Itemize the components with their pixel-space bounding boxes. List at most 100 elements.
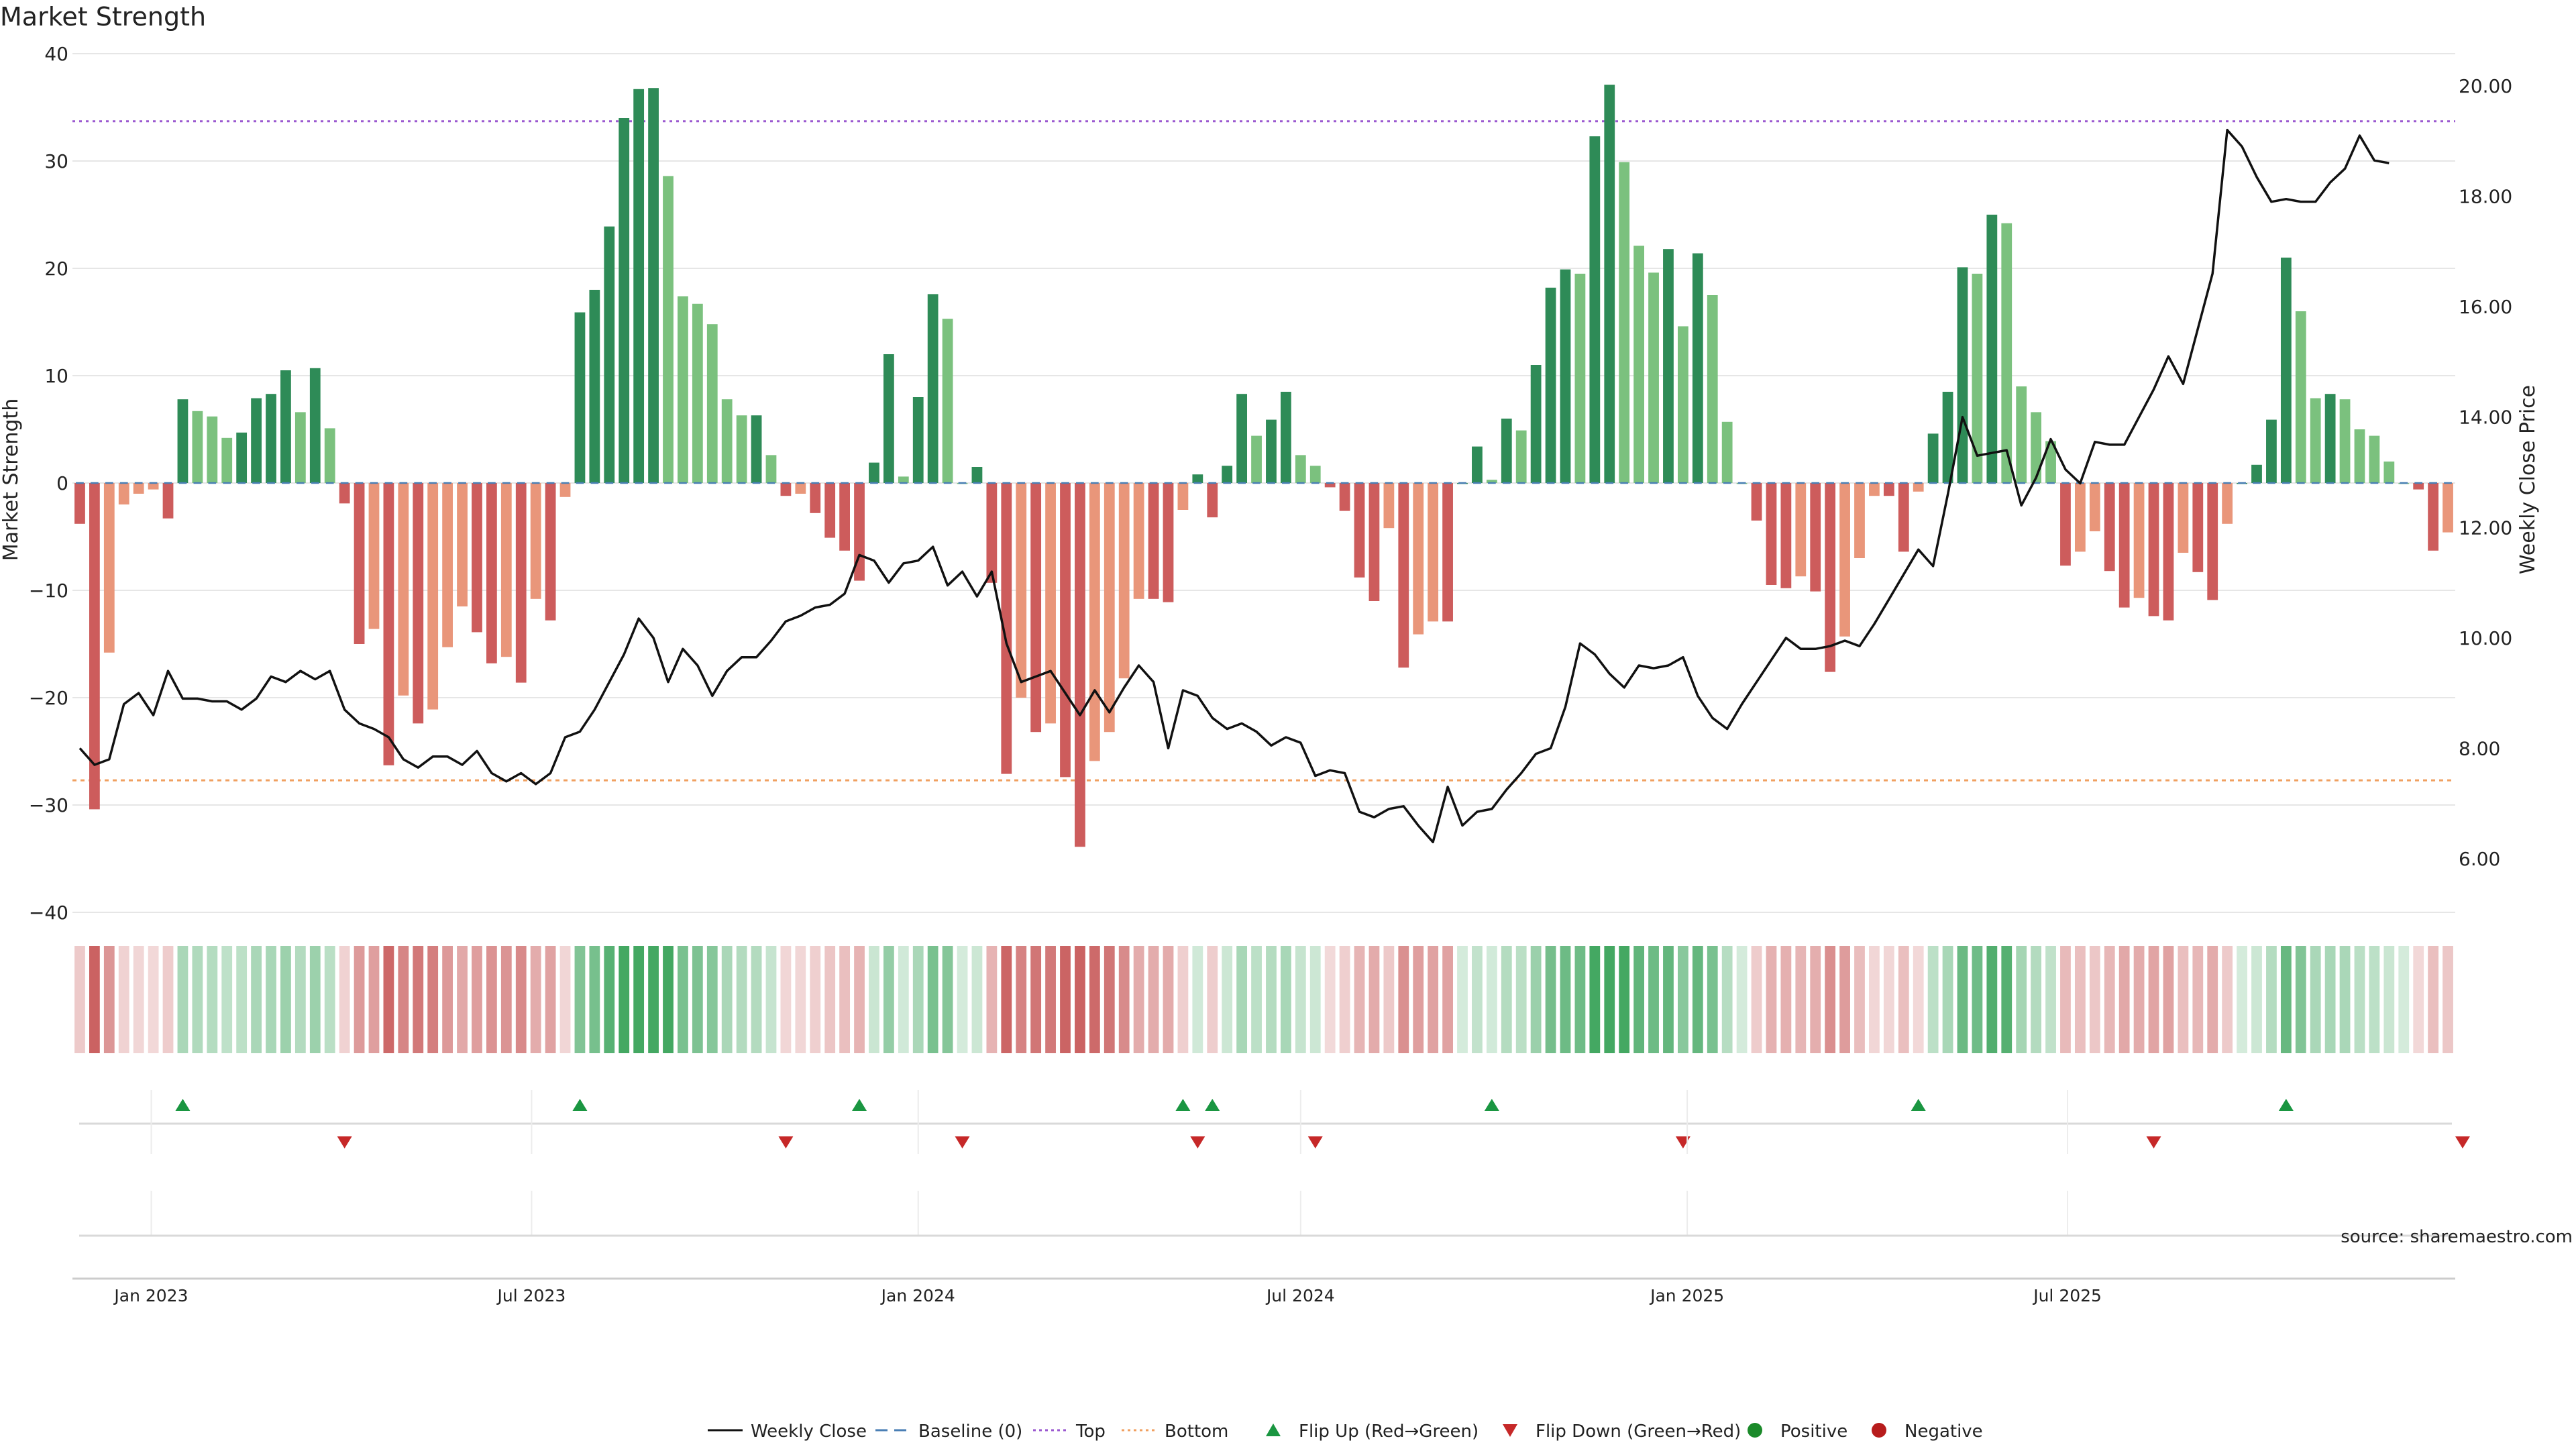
- y-tick-label: 30: [44, 150, 68, 172]
- strength-bar: [1428, 483, 1439, 622]
- heat-cell: [721, 946, 733, 1053]
- strength-bar: [1913, 483, 1924, 492]
- legend-item: Baseline (0): [875, 1421, 1022, 1442]
- gridlines: [72, 53, 2455, 913]
- strength-bar: [824, 483, 836, 538]
- strength-bar: [2354, 429, 2365, 483]
- strength-bar: [1354, 483, 1365, 578]
- heat-cell: [500, 946, 512, 1053]
- strength-bar: [339, 483, 350, 504]
- legend-label: Flip Up (Red→Green): [1299, 1421, 1479, 1442]
- heat-cell: [207, 946, 218, 1053]
- heat-cell: [736, 946, 747, 1053]
- strength-bar: [398, 483, 409, 696]
- heat-cell: [1075, 946, 1085, 1053]
- heat-cell: [2178, 946, 2189, 1053]
- heat-cell: [942, 946, 953, 1053]
- heat-cell: [1530, 946, 1542, 1053]
- heat-cell: [706, 946, 718, 1053]
- strength-bar: [324, 428, 335, 483]
- legend-label: Bottom: [1165, 1421, 1228, 1442]
- strength-bar: [2207, 483, 2218, 600]
- strength-bar: [1883, 483, 1894, 496]
- strength-bar: [2251, 464, 2262, 483]
- strength-bar: [1692, 253, 1703, 483]
- heat-cell: [1810, 946, 1821, 1053]
- strength-bar: [1927, 433, 1939, 483]
- heat-cell: [1295, 946, 1306, 1053]
- heat-cell: [1413, 946, 1424, 1053]
- heat-cell: [2074, 946, 2086, 1053]
- strength-bar: [971, 467, 983, 483]
- right-axis-label: Weekly Close Price: [2516, 385, 2540, 574]
- heat-cell: [74, 946, 85, 1053]
- strength-bar: [1192, 474, 1203, 483]
- heat-cell: [1428, 946, 1439, 1053]
- heat-cell: [2443, 946, 2453, 1053]
- strength-bar: [1118, 483, 1130, 679]
- strength-bar: [1663, 249, 1674, 483]
- heat-cell: [280, 946, 291, 1053]
- flip-down-marker: [1675, 1136, 1690, 1148]
- heat-cell: [619, 946, 630, 1053]
- y-tick-label: −10: [29, 580, 68, 602]
- heat-cell: [1045, 946, 1056, 1053]
- flip-up-marker: [1911, 1099, 1926, 1111]
- heat-cell: [383, 946, 394, 1053]
- strength-bar: [559, 483, 571, 497]
- heat-cell: [1574, 946, 1586, 1053]
- legend-circle-icon: [1872, 1423, 1886, 1438]
- heat-cell: [2089, 946, 2100, 1053]
- strength-bar: [1251, 435, 1262, 483]
- flip-down-marker: [778, 1136, 794, 1148]
- strength-bar: [2266, 419, 2277, 483]
- strength-bar: [2133, 483, 2145, 598]
- strength-bar: [413, 483, 424, 724]
- strength-bar: [633, 89, 645, 484]
- strength-bar: [678, 296, 688, 483]
- flip-down-marker: [337, 1136, 352, 1148]
- heat-cell: [1368, 946, 1380, 1053]
- y-tick-label: −20: [29, 687, 68, 709]
- x-tick-label: Jan 2025: [1649, 1286, 1724, 1305]
- legend-label: Weekly Close: [751, 1421, 867, 1442]
- heat-cell: [1148, 946, 1159, 1053]
- heat-cell: [1001, 946, 1012, 1053]
- strength-bar: [1045, 483, 1056, 724]
- heat-cell: [604, 946, 615, 1053]
- heat-cell: [515, 946, 527, 1053]
- strength-bar: [354, 483, 365, 644]
- heat-cell: [1677, 946, 1688, 1053]
- y-tick-label: 0: [56, 472, 68, 494]
- heat-cell: [457, 946, 468, 1053]
- heat-cell: [692, 946, 703, 1053]
- strength-bar: [1339, 483, 1350, 511]
- heat-cell: [192, 946, 203, 1053]
- flip-up-marker: [1484, 1099, 1499, 1111]
- strength-bar: [1560, 269, 1571, 483]
- heat-cell: [309, 946, 321, 1053]
- heat-cell: [1486, 946, 1497, 1053]
- strength-bar: [2148, 483, 2159, 616]
- heat-cell: [2001, 946, 2012, 1053]
- x-tick-label: Jul 2023: [496, 1286, 566, 1305]
- strength-bar: [883, 354, 894, 483]
- heat-cell: [1986, 946, 1998, 1053]
- heat-cell: [545, 946, 556, 1053]
- strength-bar: [2222, 483, 2233, 524]
- heat-cell: [663, 946, 674, 1053]
- heat-cell: [824, 946, 836, 1053]
- strength-bar: [1648, 272, 1659, 483]
- strength-bar: [1383, 483, 1395, 529]
- strength-bar: [1501, 419, 1512, 483]
- strength-bar: [765, 455, 777, 483]
- strength-bar: [1309, 466, 1321, 483]
- strength-bar: [2104, 483, 2115, 572]
- heat-cell: [339, 946, 350, 1053]
- heat-cell: [2133, 946, 2145, 1053]
- heat-cell: [2310, 946, 2321, 1053]
- strength-bar: [589, 290, 600, 483]
- y2-tick-label: 10.00: [2459, 627, 2512, 649]
- strength-bar: [1604, 85, 1615, 483]
- strength-bar: [2310, 398, 2321, 483]
